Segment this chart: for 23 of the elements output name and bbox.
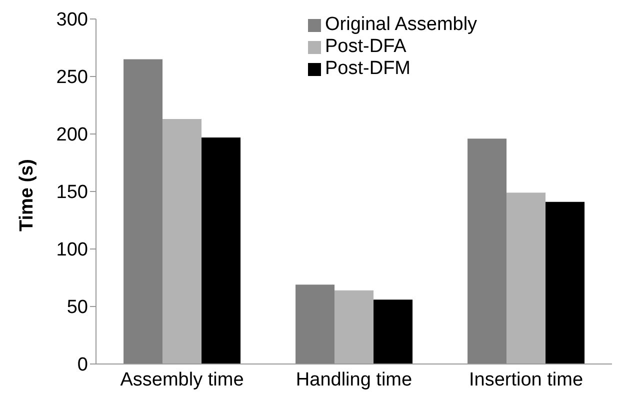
x-tick-label: Handling time — [296, 369, 412, 390]
bar — [546, 202, 585, 364]
x-tick-label: Assembly time — [120, 369, 244, 390]
y-tick-label: 50 — [66, 297, 88, 318]
bar — [124, 59, 163, 364]
y-tick-label: 200 — [56, 124, 88, 146]
x-tick-label: Insertion time — [468, 369, 584, 390]
y-tick-label: 250 — [56, 67, 88, 88]
bar — [334, 290, 374, 364]
bar — [162, 119, 202, 364]
legend-label: Original Assembly — [325, 14, 478, 35]
y-tick-label: 100 — [56, 240, 88, 261]
legend-label: Post-DFA — [325, 36, 406, 57]
bar — [202, 137, 241, 364]
y-tick-label: 0 — [77, 354, 88, 376]
bar — [374, 300, 413, 364]
y-tick-label: 300 — [56, 10, 88, 31]
bar — [506, 192, 546, 364]
y-tick-label: 150 — [56, 182, 88, 204]
bar — [296, 284, 335, 364]
legend-label: Post-DFM — [325, 58, 410, 79]
y-axis-title: Time (s) — [16, 158, 38, 232]
bar — [468, 138, 507, 364]
